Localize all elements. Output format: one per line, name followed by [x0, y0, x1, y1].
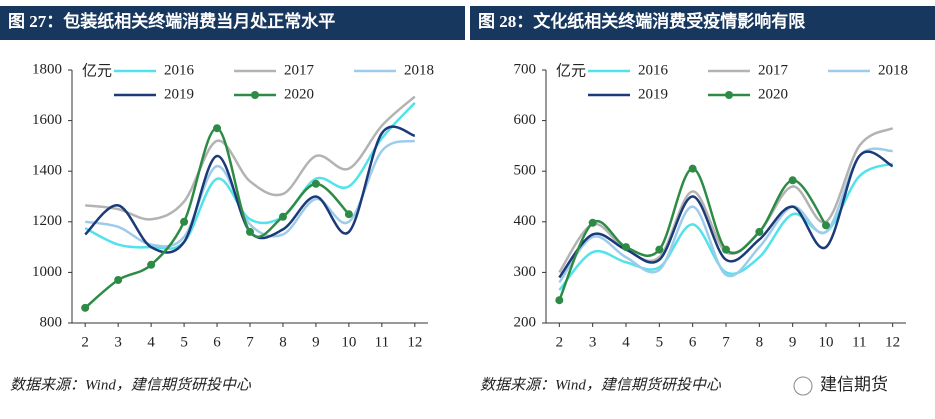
- marker: [147, 260, 156, 269]
- source: 数据来源：Wind，建信期货研投中心: [10, 376, 252, 393]
- chart-title: 图 27：包装纸相关终端消费当月处正常水平: [8, 11, 335, 31]
- x-tick-label: 6: [689, 334, 697, 350]
- line: [558, 150, 894, 279]
- marker: [622, 243, 630, 252]
- line: [84, 102, 416, 250]
- x-tick-label: 4: [622, 334, 630, 350]
- legend-label: 2016: [638, 62, 669, 78]
- marker: [278, 212, 287, 221]
- x-tick-label: 12: [407, 334, 422, 350]
- line: [558, 147, 893, 284]
- title-bar: [470, 6, 935, 40]
- y-tick-label: 500: [514, 163, 537, 179]
- x-tick-label: 4: [147, 334, 155, 350]
- legend-label: 2017: [758, 62, 789, 78]
- x-tick-label: 9: [789, 334, 797, 350]
- x-tick-label: 5: [180, 334, 188, 350]
- marker: [588, 218, 597, 227]
- legend-label: 2020: [284, 86, 314, 102]
- legend-label: 2018: [878, 62, 908, 78]
- x-tick-label: 11: [852, 334, 866, 350]
- legend-label: 2017: [284, 62, 315, 78]
- y-tick-label: 1600: [32, 112, 62, 128]
- y-tick-label: 800: [40, 314, 63, 330]
- marker: [755, 227, 764, 236]
- marker: [788, 176, 797, 185]
- marker: [655, 245, 664, 254]
- x-tick-label: 7: [246, 334, 254, 350]
- legend-label: 2019: [638, 86, 668, 102]
- y-tick-label: 300: [514, 264, 537, 280]
- x-tick-label: 2: [81, 334, 89, 350]
- x-tick-label: 6: [213, 334, 221, 350]
- y-unit: 亿元: [82, 62, 112, 79]
- x-tick-label: 12: [885, 334, 900, 350]
- y-tick-label: 700: [514, 61, 537, 77]
- x-tick-label: 8: [756, 334, 764, 350]
- x-tick-label: 10: [341, 334, 356, 350]
- marker: [555, 296, 564, 305]
- watermark-icon: [793, 376, 813, 396]
- x-tick-label: 2: [556, 334, 564, 350]
- y-tick-label: 400: [514, 213, 537, 229]
- marker: [180, 217, 189, 226]
- marker: [688, 164, 697, 173]
- legend-label: 2020: [758, 86, 788, 102]
- legend-label: 2018: [404, 62, 434, 78]
- legend-label: 2016: [164, 62, 195, 78]
- line: [558, 162, 894, 291]
- y-tick-label: 600: [514, 112, 537, 128]
- y-tick-label: 1000: [32, 264, 62, 280]
- chart-title: 图 28：文化纸相关终端消费受疫情影响有限: [478, 11, 805, 31]
- marker: [114, 275, 123, 284]
- marker: [213, 124, 222, 133]
- marker: [81, 303, 90, 312]
- source: 数据来源：Wind，建信期货研投中心: [480, 376, 722, 393]
- x-tick-label: 7: [722, 334, 730, 350]
- marker: [246, 227, 254, 236]
- x-tick-label: 3: [589, 334, 597, 350]
- x-tick-label: 5: [656, 334, 664, 350]
- marker: [344, 210, 353, 219]
- line: [85, 95, 416, 221]
- legend-label: 2019: [164, 86, 194, 102]
- x-tick-label: 8: [279, 334, 287, 350]
- x-tick-label: 9: [312, 334, 320, 350]
- x-tick-label: 10: [819, 334, 834, 350]
- title-bar: [0, 6, 465, 40]
- x-tick-label: 11: [375, 334, 389, 350]
- y-tick-label: 200: [514, 314, 537, 330]
- watermark: 建信期货: [820, 375, 888, 394]
- legend-marker: [725, 91, 733, 99]
- y-tick-label: 1400: [32, 163, 62, 179]
- y-tick-label: 1800: [32, 61, 62, 77]
- y-tick-label: 1200: [32, 213, 62, 229]
- marker: [822, 221, 830, 230]
- marker: [722, 245, 730, 254]
- legend-marker: [251, 91, 259, 99]
- y-unit: 亿元: [556, 62, 586, 79]
- marker: [311, 179, 320, 188]
- x-tick-label: 3: [114, 334, 122, 350]
